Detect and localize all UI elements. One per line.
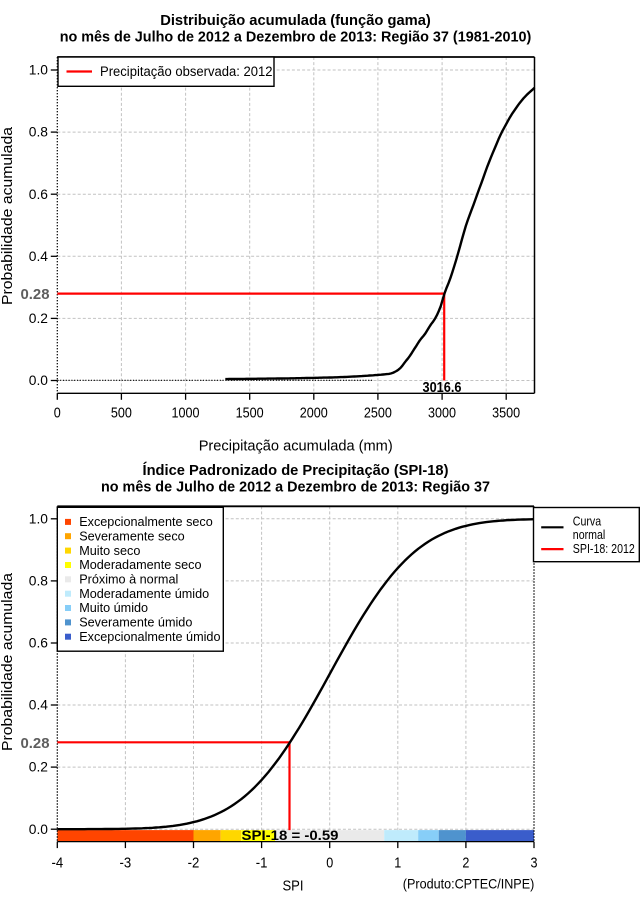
svg-text:0.8: 0.8 <box>29 125 48 140</box>
svg-text:0: 0 <box>326 855 333 872</box>
svg-text:0.8: 0.8 <box>29 573 48 588</box>
svg-text:0.4: 0.4 <box>29 698 49 713</box>
svg-text:1000: 1000 <box>172 405 200 422</box>
svg-text:0.0: 0.0 <box>29 373 48 388</box>
svg-text:2000: 2000 <box>300 405 328 422</box>
svg-text:0.28: 0.28 <box>21 286 50 303</box>
svg-text:0.6: 0.6 <box>29 636 48 651</box>
svg-text:1500: 1500 <box>236 405 264 422</box>
svg-text:0.6: 0.6 <box>29 187 48 202</box>
svg-text:0.2: 0.2 <box>29 311 48 326</box>
svg-text:Probabilidade acumulada: Probabilidade acumulada <box>0 126 16 305</box>
svg-text:500: 500 <box>111 405 132 422</box>
svg-text:SPI: SPI <box>283 877 304 894</box>
svg-text:SPI-18 = -0.59: SPI-18 = -0.59 <box>242 827 339 843</box>
svg-text:Excepcionalmente úmido: Excepcionalmente úmido <box>79 629 220 644</box>
svg-text:no mês de Julho de 2012 a Deze: no mês de Julho de 2012 a Dezembro de 20… <box>101 478 490 495</box>
svg-text:SPI-18: 2012: SPI-18: 2012 <box>573 541 635 556</box>
svg-text:Muito seco: Muito seco <box>79 543 140 558</box>
svg-text:3016.6: 3016.6 <box>423 379 462 396</box>
svg-text:Excepcionalmente seco: Excepcionalmente seco <box>79 514 213 529</box>
svg-text:1.0: 1.0 <box>29 511 48 526</box>
svg-text:(Produto:CPTEC/INPE): (Produto:CPTEC/INPE) <box>403 875 535 891</box>
svg-text:3: 3 <box>531 855 538 872</box>
svg-text:Moderadamente seco: Moderadamente seco <box>79 557 201 572</box>
svg-text:Índice Padronizado de Precipit: Índice Padronizado de Precipitação (SPI-… <box>143 462 449 479</box>
svg-text:1.0: 1.0 <box>29 63 48 78</box>
svg-text:0.4: 0.4 <box>29 249 49 264</box>
svg-text:Muito úmido: Muito úmido <box>79 600 148 615</box>
svg-text:Moderadamente úmido: Moderadamente úmido <box>79 586 209 601</box>
svg-text:2: 2 <box>462 855 469 872</box>
svg-text:0: 0 <box>54 405 61 422</box>
svg-text:0.28: 0.28 <box>21 735 50 752</box>
svg-text:-1: -1 <box>256 855 268 872</box>
svg-text:Curva: Curva <box>573 513 602 528</box>
svg-text:Precipitação observada: 2012: Precipitação observada: 2012 <box>100 64 273 79</box>
svg-text:0.0: 0.0 <box>29 822 48 837</box>
svg-text:0.2: 0.2 <box>29 760 48 775</box>
svg-text:3500: 3500 <box>492 405 520 422</box>
svg-text:Severamente úmido: Severamente úmido <box>79 615 192 630</box>
svg-text:Severamente seco: Severamente seco <box>79 528 185 543</box>
svg-text:Probabilidade acumulada: Probabilidade acumulada <box>0 572 16 751</box>
svg-text:Precipitação acumulada (mm): Precipitação acumulada (mm) <box>199 437 393 454</box>
svg-text:normal: normal <box>573 527 606 542</box>
svg-text:1: 1 <box>394 855 401 872</box>
svg-text:Próximo à normal: Próximo à normal <box>79 572 178 587</box>
svg-text:2500: 2500 <box>364 405 392 422</box>
svg-text:no mês de Julho de 2012 a Deze: no mês de Julho de 2012 a Dezembro de 20… <box>60 28 532 45</box>
svg-text:3000: 3000 <box>428 405 456 422</box>
svg-text:Distribuição acumulada (função: Distribuição acumulada (função gama) <box>160 12 431 29</box>
svg-text:-3: -3 <box>120 855 132 872</box>
svg-text:-4: -4 <box>51 855 63 872</box>
svg-text:-2: -2 <box>188 855 200 872</box>
